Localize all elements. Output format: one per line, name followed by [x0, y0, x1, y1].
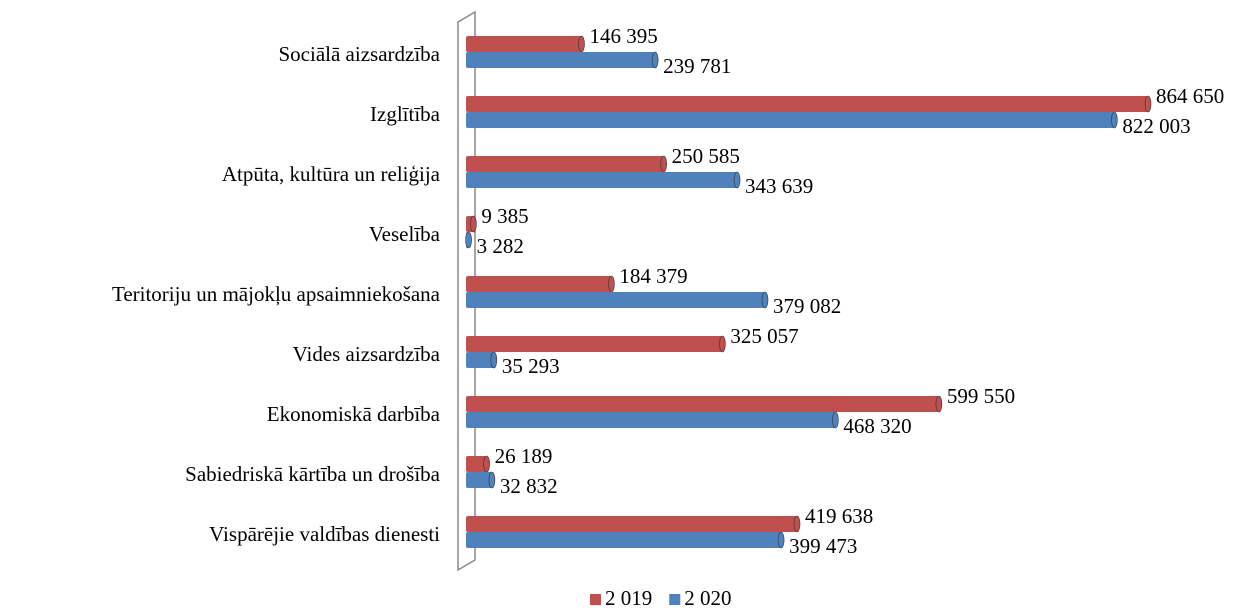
bar-cap [719, 335, 726, 353]
legend-label: 2 019 [605, 586, 652, 610]
bar-cap [483, 455, 490, 473]
bar [466, 156, 664, 172]
bar [466, 276, 612, 292]
category-label: Veselība [369, 222, 441, 246]
legend-label: 2 020 [684, 586, 731, 610]
bar [466, 52, 656, 68]
bar-cap [1111, 111, 1118, 129]
value-label: 419 638 [805, 504, 873, 528]
value-label: 822 003 [1122, 114, 1190, 138]
bar [466, 532, 782, 548]
bar-cap [733, 171, 741, 189]
category-label: Teritoriju un mājokļu apsaimniekošana [112, 282, 441, 306]
value-label: 250 585 [672, 144, 740, 168]
bar-cap [488, 471, 496, 489]
bar-cap [578, 35, 585, 53]
bar [466, 396, 939, 412]
value-label: 26 189 [495, 444, 553, 468]
bar-cap [660, 155, 667, 173]
value-label: 325 057 [730, 324, 798, 348]
bar [466, 456, 487, 472]
legend-swatch [669, 594, 681, 605]
category-label: Izglītība [370, 102, 441, 126]
bar [466, 336, 723, 352]
value-label: 32 832 [500, 474, 558, 498]
bar [466, 36, 582, 52]
value-label: 146 395 [589, 24, 657, 48]
bar [466, 412, 836, 428]
value-label: 3 282 [477, 234, 524, 258]
bar [466, 516, 797, 532]
value-label: 379 082 [773, 294, 841, 318]
bar [466, 352, 494, 368]
value-label: 35 293 [502, 354, 560, 378]
legend-swatch [590, 594, 601, 605]
value-label: 468 320 [843, 414, 911, 438]
bar-cap [651, 51, 659, 69]
bar [466, 172, 738, 188]
bar-cap [793, 515, 801, 533]
value-label: 239 781 [663, 54, 731, 78]
value-label: 599 550 [947, 384, 1015, 408]
bar-cap [935, 395, 943, 413]
bar [466, 96, 1148, 112]
category-label: Ekonomiskā darbība [267, 402, 441, 426]
bar-cap [470, 215, 477, 233]
bar-cap [608, 275, 615, 293]
bar-cap [1144, 95, 1152, 113]
bar [466, 292, 766, 308]
category-label: Vispārējie valdības dienesti [209, 522, 440, 546]
category-label: Atpūta, kultūra un reliģija [222, 162, 441, 186]
value-label: 343 639 [745, 174, 813, 198]
value-label: 399 473 [789, 534, 857, 558]
value-label: 184 379 [619, 264, 687, 288]
bar-cap [761, 291, 769, 309]
category-label: Sociālā aizsardzība [279, 42, 441, 66]
bar-cap [832, 411, 839, 429]
bar [466, 472, 492, 488]
value-label: 864 650 [1156, 84, 1224, 108]
bar-cap [777, 531, 785, 549]
category-label: Sabiedriskā kārtība un drošība [185, 462, 441, 486]
bar-cap [465, 231, 472, 249]
bar [466, 112, 1115, 128]
category-label: Vides aizsardzība [293, 342, 441, 366]
value-label: 9 385 [481, 204, 528, 228]
bar-cap [490, 351, 498, 369]
